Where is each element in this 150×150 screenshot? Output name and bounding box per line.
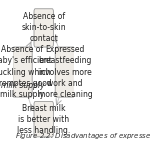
FancyBboxPatch shape <box>34 102 53 137</box>
FancyBboxPatch shape <box>55 47 75 97</box>
Text: Absence of
baby's efficient
suckling which
promotes good
milk supply: Absence of baby's efficient suckling whi… <box>0 45 52 99</box>
Text: Expressed
breastfeeding
involves more
work and
more cleaning: Expressed breastfeeding involves more wo… <box>38 45 92 99</box>
Text: milk supply: milk supply <box>1 81 44 90</box>
Text: Figure 2.2: Disadvantages of expressed breast milk$^{31}$: Figure 2.2: Disadvantages of expressed b… <box>15 130 150 143</box>
Text: Breast milk
is better with
less handling.: Breast milk is better with less handling… <box>17 103 70 135</box>
FancyBboxPatch shape <box>13 47 32 97</box>
FancyBboxPatch shape <box>34 9 53 47</box>
Text: Absence of
skin-to-skin
contact: Absence of skin-to-skin contact <box>21 12 66 44</box>
